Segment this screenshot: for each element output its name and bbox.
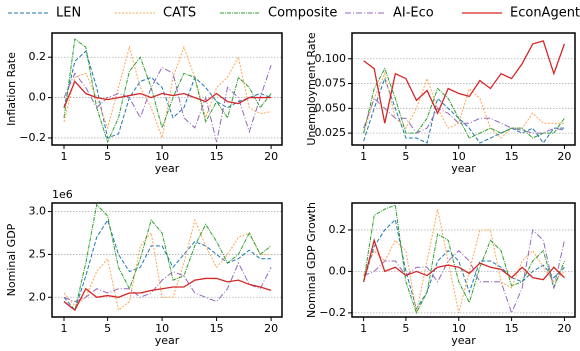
y-axis-label: Unemployment Rate	[305, 32, 318, 146]
series-line	[63, 38, 272, 144]
x-tick-label: 10	[452, 322, 466, 335]
series-line: AI-Eco	[363, 228, 565, 315]
series-line	[63, 45, 272, 140]
axes-frame	[51, 32, 283, 146]
x-tick-label: 15	[505, 150, 519, 163]
x-tick-label: 20	[264, 322, 278, 335]
series-line	[63, 65, 272, 143]
series-line: EconAgent	[363, 238, 565, 282]
y-tick-label: −0.2	[319, 306, 346, 319]
series-line: EconAgent	[63, 277, 272, 312]
y-tick-label: 2.5	[29, 247, 47, 260]
series-line: LEN	[63, 218, 272, 312]
y-tick-label: 0.075	[315, 77, 347, 90]
x-tick-label: 1	[60, 150, 67, 163]
y-tick-label: 0.2	[29, 50, 47, 63]
series-line	[63, 50, 272, 139]
x-tick-label: 1	[60, 322, 67, 335]
legend-label: LEN	[56, 6, 81, 21]
y-tick-label: 0.2	[329, 223, 347, 236]
x-tick-label: 5	[402, 322, 409, 335]
y-tick-label: 0.050	[315, 101, 347, 114]
x-tick-label: 20	[557, 322, 571, 335]
y-tick-label: 0.0	[29, 91, 47, 104]
y-tick-label: 3.0	[29, 205, 47, 218]
legend-label: EconAgent	[510, 6, 580, 21]
x-axis-label: year	[155, 162, 180, 175]
axes-frame	[51, 202, 283, 318]
x-axis-label: year	[451, 162, 476, 175]
x-tick-label: 20	[264, 150, 278, 163]
x-tick-label: 10	[452, 150, 466, 163]
series-line: AI-Eco	[63, 261, 272, 303]
series-line: Composite	[363, 67, 565, 139]
series-line: Composite	[363, 204, 565, 315]
x-axis-label: year	[451, 334, 476, 347]
legend-label: AI-Eco	[393, 6, 434, 21]
legend-label: CATS	[163, 6, 196, 21]
series-line: LEN	[363, 77, 565, 144]
axes-frame	[351, 32, 576, 146]
x-tick-label: 1	[360, 322, 367, 335]
x-tick-label: 1	[360, 150, 367, 163]
series-line: AI-Eco	[363, 97, 565, 134]
x-tick-label: 20	[557, 150, 571, 163]
series-line: CATS	[63, 218, 272, 312]
y-axis-label: Nominal GDP	[5, 223, 18, 296]
x-tick-label: 15	[210, 322, 224, 335]
x-tick-label: 10	[155, 322, 169, 335]
offset-label: 1e6	[52, 188, 73, 201]
legend-label: Composite	[268, 6, 337, 21]
axes-frame	[351, 202, 576, 318]
series-line: Composite	[63, 203, 272, 312]
x-tick-label: 15	[210, 150, 224, 163]
series-line: CATS	[363, 209, 565, 313]
x-axis-label: year	[155, 334, 180, 347]
x-tick-label: 10	[155, 150, 169, 163]
y-tick-label: 0.025	[315, 126, 347, 139]
series-line: EconAgent	[363, 40, 566, 124]
x-tick-label: 5	[402, 150, 409, 163]
y-tick-label: 2.0	[29, 290, 47, 303]
y-axis-label: Nominal GDP Growth	[305, 202, 318, 318]
series-line: LEN	[363, 218, 565, 310]
x-tick-label: 15	[505, 322, 519, 335]
y-tick-label: −0.2	[19, 131, 46, 144]
series-line	[63, 80, 272, 108]
x-tick-label: 5	[104, 322, 111, 335]
x-tick-label: 5	[104, 150, 111, 163]
y-tick-label: 0.100	[315, 52, 347, 65]
y-axis-label: Inflation Rate	[5, 52, 18, 126]
y-tick-label: 0.0	[329, 264, 347, 277]
